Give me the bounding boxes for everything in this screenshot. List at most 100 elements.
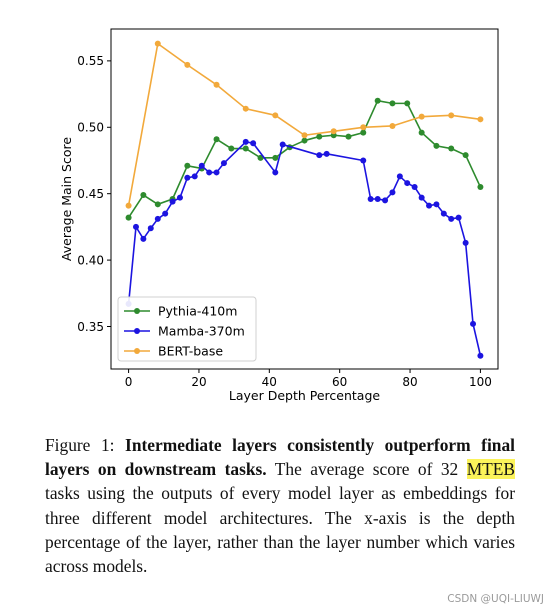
x-tick-label: 0: [125, 375, 133, 389]
data-point-mamba-370m: [316, 152, 323, 159]
x-tick-label: 80: [402, 375, 417, 389]
data-point-mamba-370m: [367, 196, 374, 202]
data-point-mamba-370m: [396, 173, 403, 180]
data-point-mamba-370m: [176, 194, 183, 201]
figure-label: Figure 1:: [45, 435, 115, 455]
x-axis-ticks: 0 20 40 60 80 100: [125, 369, 492, 389]
data-point-mamba-370m: [206, 169, 213, 176]
series-pythia-410m: [125, 97, 484, 221]
data-point-mamba-370m: [147, 225, 154, 232]
data-point-mamba-370m: [198, 162, 205, 169]
data-point-mamba-370m: [272, 169, 279, 176]
data-point-mamba-370m: [455, 214, 462, 221]
data-point-bert-base: [272, 112, 279, 119]
data-point-mamba-370m: [426, 202, 433, 209]
highlighted-term: MTEB: [466, 459, 515, 480]
data-point-bert-base: [448, 112, 455, 119]
legend-label-pythia-410m: Pythia-410m: [158, 304, 237, 319]
data-point-mamba-370m: [323, 150, 330, 157]
caption-text-before: The average score of 32: [274, 459, 459, 480]
watermark: CSDN @UQI-LIUWJ: [447, 593, 544, 605]
data-point-mamba-370m: [132, 223, 139, 230]
data-point-mamba-370m: [411, 184, 418, 191]
data-point-mamba-370m: [242, 138, 249, 145]
data-point-mamba-370m: [140, 235, 147, 242]
series-bert-base: [125, 40, 484, 209]
data-point-pythia-410m: [242, 145, 249, 152]
data-point-bert-base: [360, 124, 367, 131]
legend-entries: Pythia-410m Mamba-370m BERT-base: [124, 304, 245, 359]
data-point-mamba-370m: [470, 320, 477, 327]
data-point-mamba-370m: [477, 352, 484, 359]
x-axis-title: Layer Depth Percentage: [229, 388, 380, 403]
series-mamba-370m: [125, 138, 484, 359]
data-point-pythia-410m: [184, 162, 191, 169]
data-point-pythia-410m: [389, 100, 396, 107]
data-point-mamba-370m: [382, 197, 389, 204]
x-tick-label: 100: [469, 375, 492, 389]
x-tick-label: 60: [332, 375, 347, 389]
data-point-pythia-410m: [316, 133, 323, 140]
data-point-mamba-370m: [191, 173, 198, 180]
data-point-pythia-410m: [477, 184, 484, 191]
data-point-pythia-410m: [272, 154, 279, 161]
data-point-pythia-410m: [433, 142, 440, 149]
data-point-mamba-370m: [462, 239, 469, 246]
data-point-bert-base: [213, 81, 220, 88]
plot-area-frame: [110, 28, 499, 370]
legend-marker-bert-base: [134, 348, 140, 354]
y-axis-ticks: 0.35 0.40 0.45 0.50 0.55: [77, 54, 111, 334]
x-tick-label: 40: [262, 375, 277, 389]
data-point-pythia-410m: [154, 201, 161, 208]
data-point-bert-base: [184, 61, 191, 68]
data-point-mamba-370m: [360, 157, 367, 164]
legend-marker-pythia-410m: [134, 308, 140, 314]
data-point-bert-base: [125, 202, 132, 209]
caption-text-after: tasks using the outputs of every model l…: [45, 483, 515, 577]
data-point-pythia-410m: [345, 133, 352, 140]
data-point-mamba-370m: [374, 196, 381, 202]
y-tick-label: 0.45: [77, 187, 104, 201]
data-point-pythia-410m: [404, 100, 411, 107]
legend-box: [117, 296, 257, 362]
y-tick-label: 0.40: [77, 253, 104, 267]
data-point-pythia-410m: [448, 145, 455, 152]
data-point-mamba-370m: [250, 140, 257, 147]
data-point-pythia-410m: [374, 97, 381, 104]
legend-entry-mamba-370m: Mamba-370m: [124, 324, 245, 339]
data-point-bert-base: [242, 105, 249, 112]
data-point-mamba-370m: [389, 189, 396, 196]
data-point-mamba-370m: [213, 169, 220, 176]
data-point-mamba-370m: [418, 194, 425, 201]
y-tick-label: 0.55: [77, 54, 104, 68]
legend-label-mamba-370m: Mamba-370m: [158, 324, 245, 339]
data-point-bert-base: [301, 132, 308, 139]
data-point-bert-base: [389, 122, 396, 129]
legend-entry-pythia-410m: Pythia-410m: [124, 304, 237, 319]
data-point-pythia-410m: [213, 136, 220, 143]
y-tick-label: 0.50: [77, 121, 104, 135]
data-point-pythia-410m: [140, 192, 147, 199]
legend-label-bert-base: BERT-base: [158, 344, 223, 359]
y-axis-title: Average Main Score: [59, 137, 74, 261]
data-point-mamba-370m: [433, 201, 440, 208]
data-point-pythia-410m: [360, 129, 367, 136]
data-point-bert-base: [477, 116, 484, 123]
data-point-bert-base: [330, 128, 337, 135]
x-tick-label: 20: [191, 375, 206, 389]
legend: Pythia-410m Mamba-370m BERT-base: [117, 296, 257, 362]
data-point-bert-base: [418, 113, 425, 120]
data-point-pythia-410m: [418, 129, 425, 136]
data-point-mamba-370m: [448, 215, 455, 222]
legend-marker-mamba-370m: [134, 328, 140, 334]
data-point-mamba-370m: [404, 180, 411, 187]
legend-entry-bert-base: BERT-base: [124, 344, 223, 359]
data-point-pythia-410m: [257, 154, 264, 161]
y-tick-label: 0.35: [77, 320, 104, 334]
data-point-pythia-410m: [301, 137, 308, 144]
data-point-bert-base: [154, 40, 161, 47]
figure-caption: Figure 1: Intermediate layers consistent…: [45, 433, 515, 578]
data-point-mamba-370m: [184, 174, 191, 181]
series-layer: [125, 40, 484, 359]
series-line-bert-base: [127, 42, 481, 206]
